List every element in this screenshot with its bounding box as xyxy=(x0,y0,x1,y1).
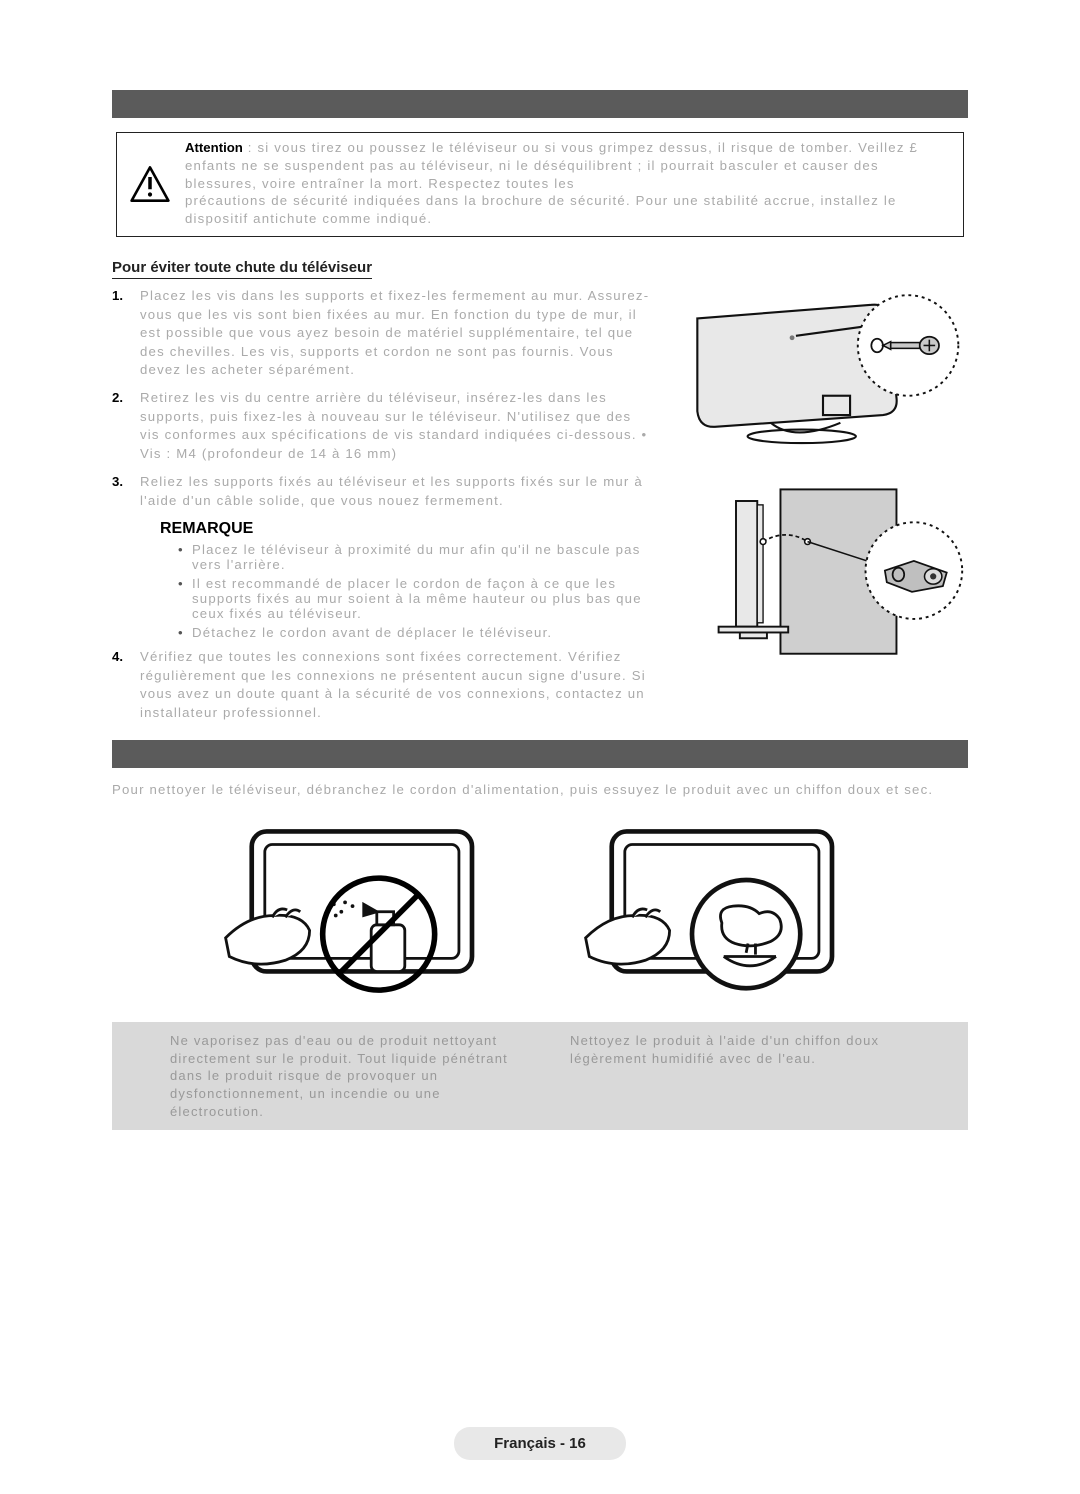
step-2: 2. Retirez les vis du centre arrière du … xyxy=(112,389,654,463)
attention-line1: : si vous tirez ou poussez le téléviseur… xyxy=(243,140,918,155)
footer-language: Français xyxy=(494,1435,556,1452)
step-1: 1. Placez les vis dans les supports et f… xyxy=(112,287,654,379)
caption-left: Ne vaporisez pas d'eau ou de produit net… xyxy=(170,1032,510,1120)
cleaning-intro: Pour nettoyer le téléviseur, débranchez … xyxy=(112,782,968,797)
footer-sep: - xyxy=(556,1435,569,1452)
page: Attention : si vous tirez ou poussez le … xyxy=(0,0,1080,1494)
section-bar-cleaning xyxy=(112,740,968,768)
remark-bullet: Détachez le cordon avant de déplacer le … xyxy=(178,625,654,640)
step-num: 4. xyxy=(112,648,130,722)
steps-and-diagrams: 1. Placez les vis dans les supports et f… xyxy=(112,287,968,732)
diagram-wall-anchor xyxy=(678,481,968,671)
caption-right: Nettoyez le produit à l'aide d'un chiffo… xyxy=(570,1032,910,1120)
subhead-prevent-fall: Pour éviter toute chute du téléviseur xyxy=(112,259,372,279)
remark-bullets: Placez le téléviseur à proximité du mur … xyxy=(178,542,654,640)
step-3: 3. Reliez les supports fixés au télévise… xyxy=(112,473,654,510)
numbered-list-cont: 4. Vérifiez que toutes les connexions so… xyxy=(112,648,654,722)
warning-icon xyxy=(127,139,173,228)
cleaning-ill-no-spray xyxy=(210,813,510,1008)
step-num: 1. xyxy=(112,287,130,379)
attention-line3: précautions de sécurité indiquées dans l… xyxy=(185,193,897,226)
diagram-tv-screw xyxy=(678,291,968,461)
step-num: 3. xyxy=(112,473,130,510)
attention-box: Attention : si vous tirez ou poussez le … xyxy=(116,132,964,237)
numbered-list: 1. Placez les vis dans les supports et f… xyxy=(112,287,654,510)
page-footer: Français - 16 xyxy=(0,1427,1080,1460)
footer-page-number: 16 xyxy=(569,1435,586,1452)
diagram-column xyxy=(678,287,968,732)
steps-column: 1. Placez les vis dans les supports et f… xyxy=(112,287,654,732)
step-body: Placez les vis dans les supports et fixe… xyxy=(140,287,654,379)
step-4: 4. Vérifiez que toutes les connexions so… xyxy=(112,648,654,722)
step-body: Vérifiez que toutes les connexions sont … xyxy=(140,648,654,722)
section-bar-securing xyxy=(112,90,968,118)
attention-line2: enfants ne se suspendent pas au télévise… xyxy=(185,158,879,191)
remark-bullet: Il est recommandé de placer le cordon de… xyxy=(178,576,654,621)
attention-text: Attention : si vous tirez ou poussez le … xyxy=(185,139,953,228)
footer-badge: Français - 16 xyxy=(454,1427,626,1460)
attention-label: Attention xyxy=(185,140,243,155)
remark-bullet: Placez le téléviseur à proximité du mur … xyxy=(178,542,654,572)
remark-label: REMARQUE xyxy=(160,520,654,538)
step-body: Reliez les supports fixés au téléviseur … xyxy=(140,473,654,510)
step-num: 2. xyxy=(112,389,130,463)
step-body: Retirez les vis du centre arrière du tél… xyxy=(140,389,654,463)
cleaning-illustrations xyxy=(112,813,968,1008)
cleaning-captions: Ne vaporisez pas d'eau ou de produit net… xyxy=(112,1022,968,1130)
cleaning-ill-damp-cloth xyxy=(570,813,870,1008)
